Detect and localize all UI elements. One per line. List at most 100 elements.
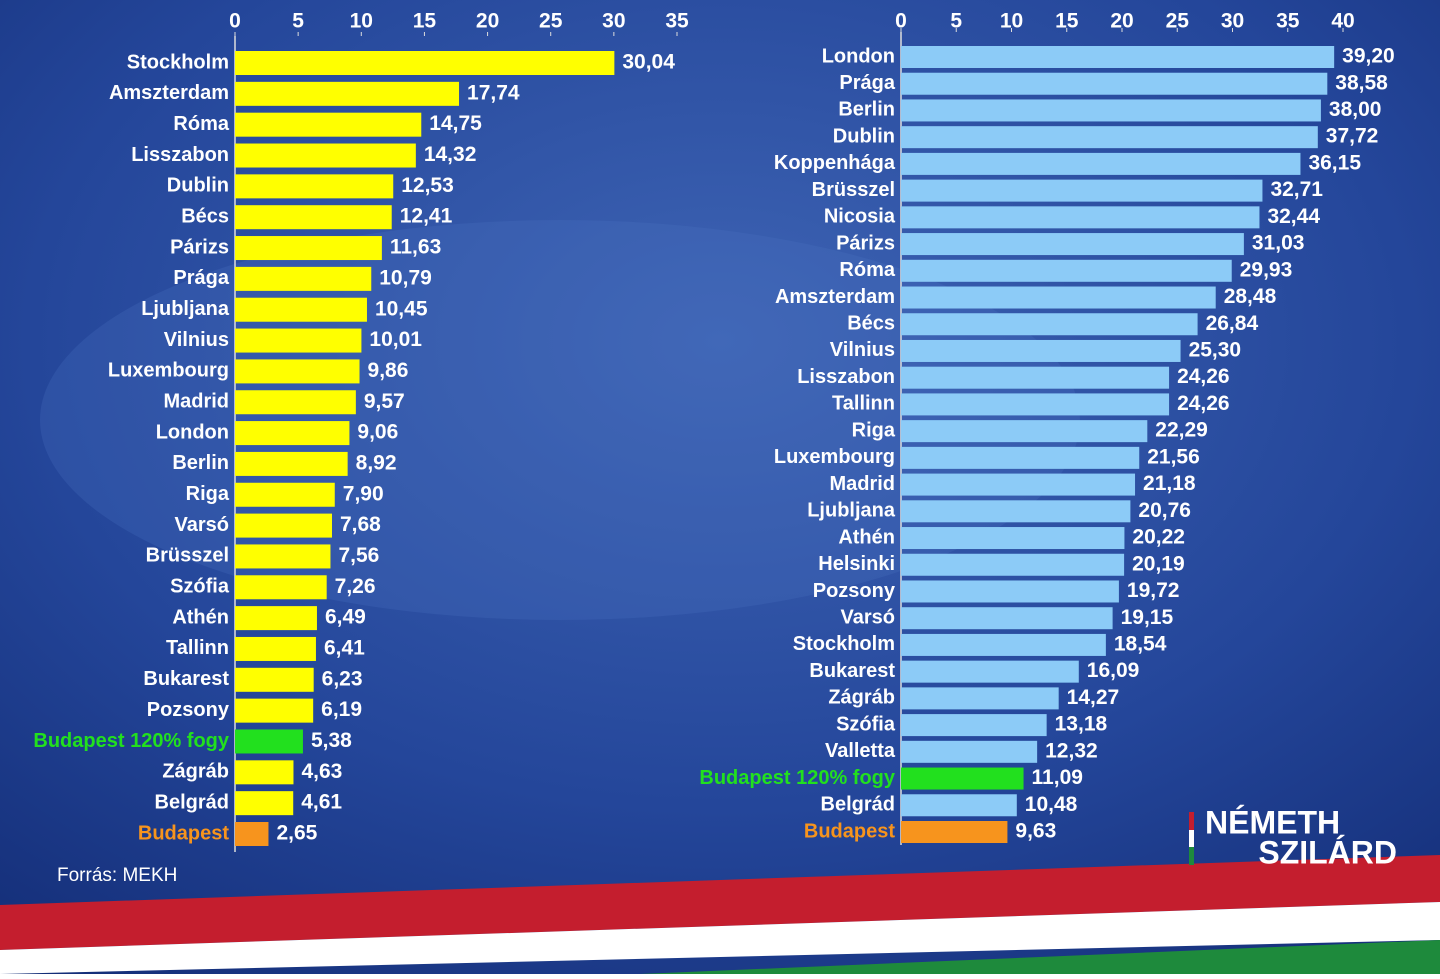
category-label: Prága bbox=[839, 72, 895, 94]
category-label: Amszterdam bbox=[775, 286, 895, 308]
bar bbox=[235, 205, 392, 230]
bar bbox=[235, 729, 303, 754]
value-label: 17,74 bbox=[467, 81, 520, 104]
category-label: Varsó bbox=[841, 606, 895, 628]
value-label: 14,75 bbox=[429, 112, 482, 135]
x-tick-label: 20 bbox=[476, 10, 499, 33]
x-tick-label: 30 bbox=[602, 10, 625, 33]
bar bbox=[901, 687, 1059, 710]
value-label: 5,38 bbox=[311, 729, 352, 752]
category-label: Berlin bbox=[838, 99, 895, 121]
value-label: 39,20 bbox=[1342, 45, 1395, 68]
category-label: Berlin bbox=[172, 452, 229, 474]
bar bbox=[235, 81, 460, 106]
x-tick-label: 35 bbox=[665, 10, 689, 33]
category-label: London bbox=[156, 421, 229, 443]
category-label: Budapest bbox=[138, 822, 229, 844]
bar bbox=[235, 791, 294, 816]
value-label: 32,71 bbox=[1270, 178, 1323, 201]
category-label: Szófia bbox=[836, 713, 896, 735]
value-label: 19,72 bbox=[1127, 579, 1180, 602]
category-label: Budapest 120% fogy bbox=[699, 767, 895, 789]
flag-green bbox=[640, 940, 1440, 974]
value-label: 38,00 bbox=[1329, 98, 1382, 121]
value-label: 24,26 bbox=[1177, 365, 1230, 388]
value-label: 31,03 bbox=[1252, 232, 1305, 255]
bar bbox=[235, 112, 422, 137]
bar bbox=[901, 527, 1125, 550]
value-label: 7,56 bbox=[338, 544, 379, 567]
bar bbox=[235, 822, 269, 846]
bar bbox=[901, 179, 1263, 202]
value-label: 19,15 bbox=[1121, 606, 1174, 629]
category-label: Róma bbox=[173, 113, 229, 135]
x-tick-label: 20 bbox=[1110, 10, 1133, 33]
value-label: 14,27 bbox=[1067, 686, 1120, 709]
value-label: 12,53 bbox=[401, 174, 454, 197]
value-label: 6,19 bbox=[321, 698, 362, 721]
value-label: 8,92 bbox=[356, 451, 397, 474]
x-tick-label: 5 bbox=[292, 10, 304, 33]
x-tick-label: 10 bbox=[350, 10, 373, 33]
value-label: 9,86 bbox=[368, 359, 409, 382]
value-label: 10,48 bbox=[1025, 793, 1078, 816]
bar bbox=[901, 339, 1181, 362]
bar bbox=[901, 286, 1216, 309]
x-tick-label: 0 bbox=[229, 10, 241, 33]
logo-white bbox=[1189, 830, 1194, 847]
value-label: 10,01 bbox=[369, 328, 422, 351]
bar bbox=[901, 393, 1170, 416]
category-label: Athén bbox=[838, 526, 895, 548]
bar bbox=[901, 46, 1335, 68]
bar bbox=[235, 297, 367, 322]
x-tick-label: 15 bbox=[413, 10, 437, 33]
category-label: Madrid bbox=[829, 473, 895, 495]
value-label: 24,26 bbox=[1177, 392, 1230, 415]
value-label: 10,45 bbox=[375, 297, 428, 320]
category-label: Lisszabon bbox=[797, 366, 895, 388]
bar bbox=[901, 366, 1170, 389]
value-label: 21,18 bbox=[1143, 472, 1196, 495]
value-label: 28,48 bbox=[1224, 285, 1277, 308]
x-tick-label: 15 bbox=[1055, 10, 1079, 33]
bar bbox=[901, 72, 1328, 95]
bar bbox=[901, 580, 1119, 603]
value-label: 7,26 bbox=[335, 575, 376, 598]
bar bbox=[235, 390, 356, 415]
bar bbox=[235, 544, 331, 569]
x-tick-label: 40 bbox=[1331, 10, 1354, 33]
bar bbox=[235, 51, 615, 75]
bar bbox=[901, 607, 1113, 630]
category-label: Zágráb bbox=[162, 761, 229, 783]
category-label: Helsinki bbox=[818, 553, 895, 575]
x-tick-label: 10 bbox=[1000, 10, 1023, 33]
bar bbox=[901, 313, 1198, 336]
value-label: 6,23 bbox=[322, 667, 363, 690]
category-label: Vilnius bbox=[164, 329, 229, 351]
bar bbox=[901, 446, 1140, 469]
bar bbox=[901, 473, 1136, 496]
category-label: Dublin bbox=[167, 175, 229, 197]
flag-white bbox=[0, 902, 1440, 974]
category-label: Dublin bbox=[833, 125, 895, 147]
category-label: Bécs bbox=[181, 205, 229, 227]
x-tick-label: 5 bbox=[950, 10, 962, 33]
category-label: Budapest bbox=[804, 820, 895, 842]
category-label: Riga bbox=[186, 483, 230, 505]
category-label: Tallinn bbox=[166, 637, 229, 659]
value-label: 2,65 bbox=[276, 822, 317, 845]
x-tick-label: 25 bbox=[539, 10, 563, 33]
category-label: Lisszabon bbox=[131, 144, 229, 166]
value-label: 30,04 bbox=[622, 51, 675, 74]
bar bbox=[235, 636, 316, 661]
bar bbox=[901, 553, 1125, 576]
category-label: Luxembourg bbox=[774, 446, 895, 468]
value-label: 38,58 bbox=[1335, 71, 1388, 94]
bar bbox=[901, 633, 1106, 656]
bar bbox=[901, 794, 1017, 817]
bar bbox=[235, 143, 416, 168]
value-label: 20,19 bbox=[1132, 552, 1185, 575]
value-label: 32,44 bbox=[1267, 205, 1320, 228]
